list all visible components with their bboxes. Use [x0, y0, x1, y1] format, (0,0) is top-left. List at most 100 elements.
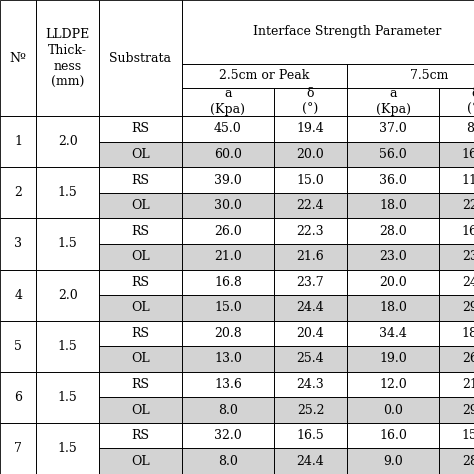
Text: 8.0: 8.0 [218, 403, 238, 417]
Bar [439, 346, 474, 372]
Bar [347, 116, 439, 142]
Bar [439, 244, 474, 270]
Bar [274, 193, 347, 219]
Bar [347, 88, 439, 116]
Text: 22.4: 22.4 [297, 199, 324, 212]
Text: Nº: Nº [9, 52, 27, 64]
Text: a
(Kpa): a (Kpa) [210, 87, 246, 117]
Bar [99, 320, 182, 346]
Text: OL: OL [131, 403, 150, 417]
Text: 4: 4 [14, 289, 22, 301]
Bar [347, 397, 439, 423]
Bar [182, 397, 274, 423]
Bar [347, 346, 439, 372]
Text: 2.0: 2.0 [58, 289, 78, 301]
Text: 7.5cm: 7.5cm [410, 69, 448, 82]
Bar [274, 142, 347, 167]
Bar [0, 167, 36, 219]
Text: 15.0: 15.0 [297, 173, 324, 187]
Bar [347, 320, 439, 346]
Bar [182, 397, 274, 423]
Bar [0, 219, 36, 270]
Bar [182, 295, 274, 320]
Text: 28.0: 28.0 [379, 225, 407, 237]
Bar [99, 295, 182, 320]
Bar [439, 167, 474, 193]
Bar [0, 372, 36, 423]
Bar [182, 142, 274, 167]
Bar [274, 88, 347, 116]
Text: 26.0: 26.0 [214, 225, 242, 237]
Text: 1.5: 1.5 [58, 391, 78, 404]
Text: 20.0: 20.0 [297, 148, 324, 161]
Text: 23.0: 23.0 [379, 250, 407, 263]
Bar [0, 320, 36, 372]
Bar [347, 423, 439, 448]
Bar [99, 346, 182, 372]
Text: 9.0: 9.0 [383, 455, 403, 468]
Bar [274, 346, 347, 372]
Bar [0, 167, 36, 219]
Text: 1.5: 1.5 [58, 442, 78, 455]
Bar [182, 320, 274, 346]
Text: OL: OL [131, 455, 150, 468]
Bar [274, 116, 347, 142]
Bar [439, 142, 474, 167]
Bar [274, 193, 347, 219]
Text: Interface Strength Parameter: Interface Strength Parameter [253, 26, 441, 38]
Text: 13.6: 13.6 [214, 378, 242, 391]
Bar [439, 423, 474, 448]
Text: 20.8: 20.8 [214, 327, 242, 340]
Bar [182, 64, 347, 88]
Bar [99, 116, 182, 142]
Text: 30.0: 30.0 [214, 199, 242, 212]
Bar [439, 448, 474, 474]
Bar [347, 219, 439, 244]
Bar [99, 193, 182, 219]
Bar [99, 244, 182, 270]
Bar [36, 219, 99, 270]
Text: 18.0: 18.0 [379, 199, 407, 212]
Bar [274, 346, 347, 372]
Text: OL: OL [131, 250, 150, 263]
Bar [274, 219, 347, 244]
Bar [347, 116, 439, 142]
Bar [182, 448, 274, 474]
Bar [36, 320, 99, 372]
Bar [182, 372, 274, 397]
Text: 1: 1 [14, 135, 22, 148]
Bar [182, 116, 274, 142]
Bar [182, 270, 274, 295]
Bar [182, 116, 274, 142]
Text: Substrata: Substrata [109, 52, 172, 64]
Bar [182, 219, 274, 244]
Bar [182, 423, 274, 448]
Bar [347, 320, 439, 346]
Bar [36, 167, 99, 219]
Bar [182, 142, 274, 167]
Bar [182, 0, 474, 64]
Bar [347, 270, 439, 295]
Bar [0, 372, 36, 423]
Text: RS: RS [131, 429, 149, 442]
Bar [347, 295, 439, 320]
Text: 15.0: 15.0 [214, 301, 242, 314]
Text: 24.4: 24.4 [297, 455, 324, 468]
Text: 24.4: 24.4 [297, 301, 324, 314]
Bar [274, 116, 347, 142]
Text: 8.0: 8.0 [218, 455, 238, 468]
Text: 6: 6 [14, 391, 22, 404]
Bar [99, 346, 182, 372]
Bar [182, 88, 274, 116]
Bar [347, 423, 439, 448]
Bar [274, 397, 347, 423]
Bar [439, 295, 474, 320]
Text: 2: 2 [14, 186, 22, 199]
Bar [347, 270, 439, 295]
Bar [36, 320, 99, 372]
Bar [36, 372, 99, 423]
Bar [439, 270, 474, 295]
Bar [99, 372, 182, 397]
Bar [274, 270, 347, 295]
Bar [0, 423, 36, 474]
